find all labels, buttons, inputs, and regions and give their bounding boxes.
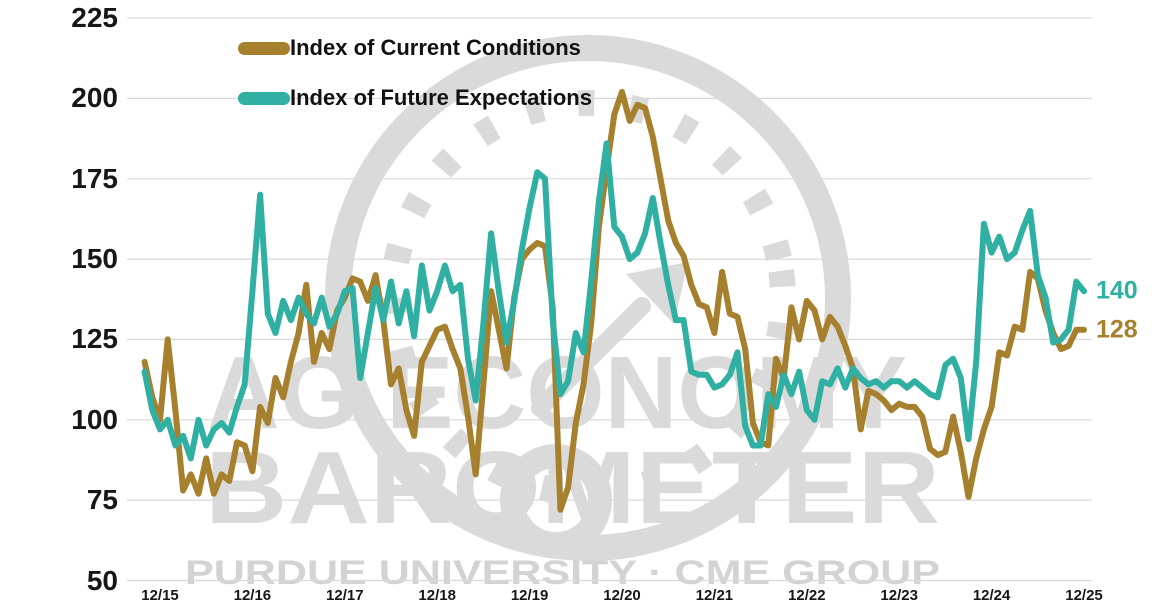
gauge-tick-ring xyxy=(380,90,796,506)
future-expectations-end-value: 140 xyxy=(1096,276,1138,305)
current-conditions-swatch xyxy=(238,41,290,55)
watermark-text: AG ECONOMY BAROMETER PURDUE UNIVERSITY ·… xyxy=(185,335,940,592)
legend-item-current-conditions: Index of Current Conditions xyxy=(238,34,592,62)
legend-item-future-expectations: Index of Future Expectations xyxy=(238,84,592,112)
current-conditions-end-value: 128 xyxy=(1096,315,1138,344)
current-conditions-label: Index of Current Conditions xyxy=(290,35,581,60)
series-lines xyxy=(141,88,1087,513)
gauge-outer-ring xyxy=(325,35,851,561)
gridlines xyxy=(127,17,1092,582)
watermark-footer: PURDUE UNIVERSITY · CME GROUP xyxy=(185,554,940,592)
line-future-expectations xyxy=(141,140,1087,462)
line-current-conditions xyxy=(141,88,1087,513)
future-expectations-swatch xyxy=(238,91,290,105)
legend: Index of Current Conditions Index of Fut… xyxy=(238,34,592,134)
future-expectations-label: Index of Future Expectations xyxy=(290,85,592,110)
